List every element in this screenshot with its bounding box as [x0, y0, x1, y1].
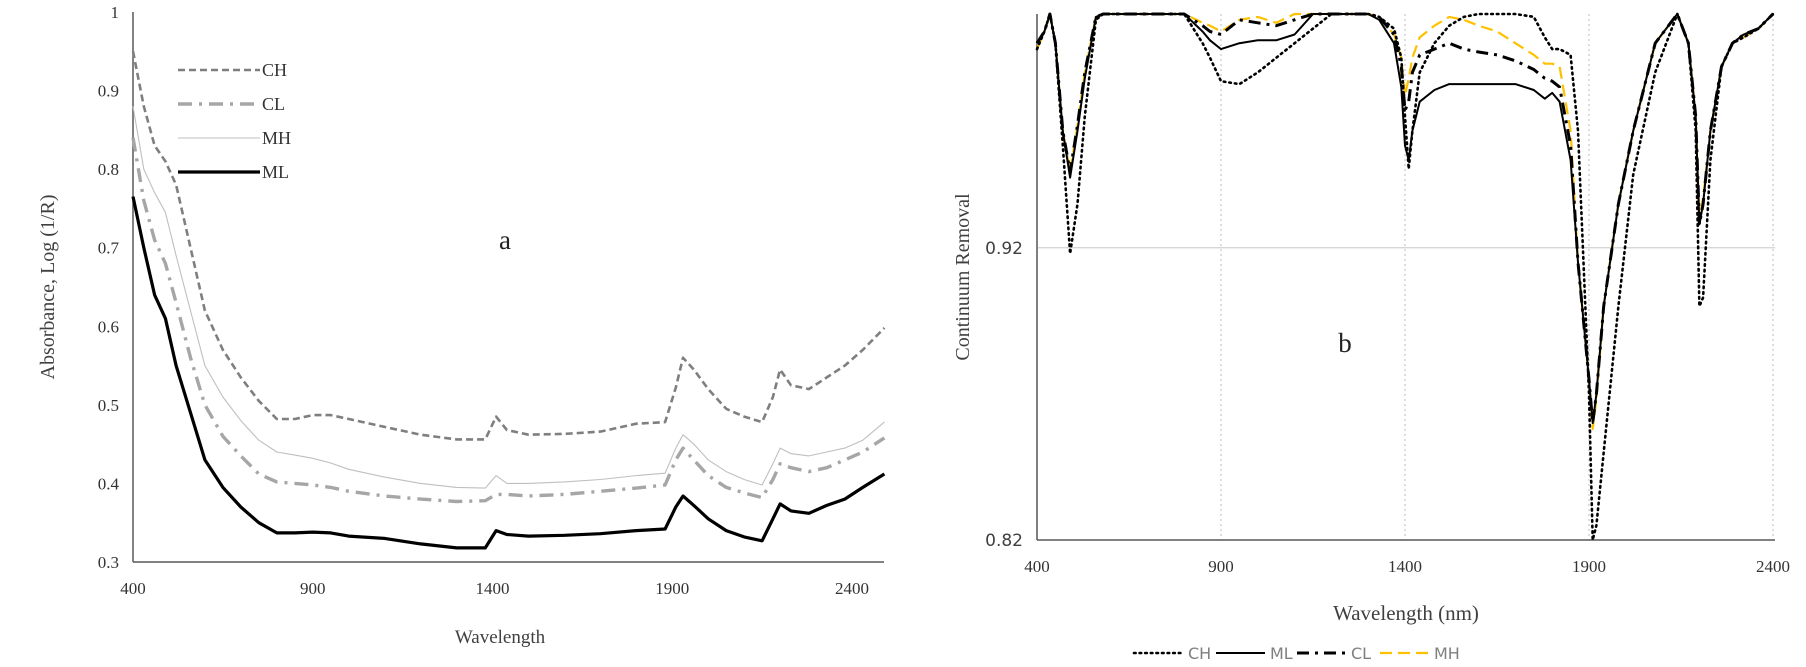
x-tick-label: 400: [120, 579, 146, 598]
x-tick-label: 1400: [1388, 557, 1422, 576]
y-tick-label: 0.5: [98, 396, 119, 415]
chart-a-absorbance: 0.3 0.4 0.5 0.6 0.7 0.8 0.9 1 400 900 1400 1900 240…: [37, 3, 886, 648]
series-line-ch: [1035, 12, 1775, 542]
chart-b-legend: CH ML CL MH: [1132, 644, 1460, 663]
x-tick-label: 2400: [1756, 557, 1790, 576]
y-tick-label: 0.3: [98, 553, 119, 572]
legend-label: CL: [1351, 644, 1371, 663]
chart-a-x-tick-labels: 400 900 1400 1900 2400: [120, 579, 869, 598]
chart-b-gridlines: [1037, 14, 1775, 540]
y-tick-label: 0.92: [985, 239, 1023, 259]
series-line-ch: [131, 51, 886, 441]
x-tick-label: 400: [1024, 557, 1050, 576]
series-line-cl: [131, 137, 886, 504]
y-tick-label: 0.7: [98, 239, 120, 258]
chart-b-x-tick-labels: 400 900 1400 1900 2400: [1024, 557, 1790, 576]
legend-label: ML: [1270, 644, 1293, 663]
x-tick-label: 1400: [476, 579, 510, 598]
x-tick-label: 1900: [1572, 557, 1606, 576]
x-tick-label: 900: [1208, 557, 1234, 576]
y-tick-label: 0.9: [98, 82, 119, 101]
chart-b-panel-label: b: [1338, 328, 1352, 358]
legend-label: MH: [262, 128, 291, 148]
legend-label: MH: [1434, 644, 1460, 663]
legend-label: CL: [262, 94, 285, 114]
series-line-mh: [1035, 12, 1774, 431]
chart-b-continuum-removal: 0.82 0.92 400 900 1400 1900 2400 Wavelength (…: [952, 12, 1790, 663]
chart-b-series: [1035, 12, 1775, 542]
series-line-mh: [132, 106, 885, 489]
series-line-ml: [131, 196, 886, 550]
chart-b-y-axis-title: Continuum Removal: [952, 193, 974, 361]
y-tick-label: 0.8: [98, 160, 119, 179]
y-tick-label: 0.6: [98, 317, 119, 336]
chart-a-series: [131, 51, 886, 550]
y-tick-label: 0.4: [98, 474, 120, 493]
y-tick-label: 0.82: [985, 531, 1023, 551]
legend-label: CH: [262, 60, 287, 80]
legend-label: CH: [1188, 644, 1211, 663]
chart-b-x-axis-title: Wavelength (nm): [1333, 601, 1479, 625]
x-tick-label: 900: [300, 579, 326, 598]
x-tick-label: 2400: [835, 579, 869, 598]
chart-a-y-axis-title: Absorbance, Log (1/R): [37, 195, 59, 380]
chart-a-legend: CH CL MH ML: [178, 60, 291, 182]
chart-a-x-axis-title: Wavelength: [455, 627, 546, 648]
chart-b-y-tick-labels: 0.82 0.92: [985, 239, 1023, 551]
y-tick-label: 1: [111, 3, 120, 22]
x-tick-label: 1900: [655, 579, 689, 598]
legend-label: ML: [262, 162, 289, 182]
chart-a-panel-label: a: [499, 225, 511, 255]
chart-a-y-tick-labels: 0.3 0.4 0.5 0.6 0.7 0.8 0.9 1: [98, 3, 120, 572]
